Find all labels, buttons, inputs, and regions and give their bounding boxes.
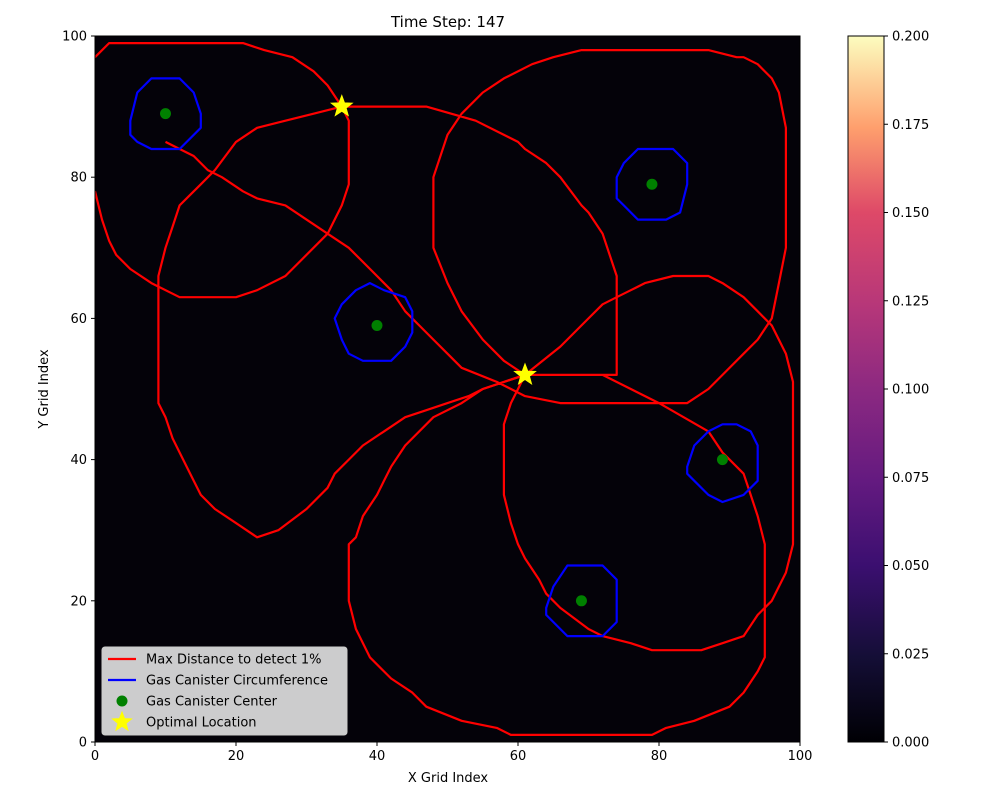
colorbar-tick-label: 0.125 [892, 294, 929, 309]
legend-entry-label: Gas Canister Circumference [146, 674, 328, 689]
y-tick-label: 100 [62, 30, 87, 45]
x-tick-label: 60 [510, 749, 527, 764]
detection-boundary-2 [165, 48, 788, 737]
canister-center-4 [716, 454, 728, 466]
x-tick-label: 20 [228, 749, 245, 764]
x-tick-label: 40 [369, 749, 386, 764]
colorbar-tick-label: 0.100 [892, 383, 929, 398]
optimal-locations [329, 94, 537, 385]
canister-circumference-5 [545, 564, 618, 638]
detection-boundary-1 [95, 41, 350, 299]
detection-boundaries [95, 41, 795, 737]
canister-circumference-2 [615, 147, 689, 221]
x-tick-label: 0 [91, 749, 99, 764]
colorbar-tick-label: 0.050 [892, 559, 929, 574]
y-tick-label: 0 [79, 736, 87, 751]
plot-area-heatmap [95, 36, 800, 742]
colorbar-axis: 0.000 0.025 0.050 0.075 0.100 0.125 0.150 0.175… [884, 30, 929, 751]
colorbar-tick-label: 0.025 [892, 647, 929, 662]
colorbar-tick-label: 0.150 [892, 206, 929, 221]
legend-entry-label: Gas Canister Center [146, 695, 278, 710]
y-axis-label: Y Grid Index [37, 349, 52, 430]
legend-box [101, 646, 348, 736]
gas-canisters [129, 77, 759, 638]
legend-entry-label: Optimal Location [146, 716, 257, 731]
legend-swatch-dot [116, 695, 128, 707]
optimal-location-star-1 [329, 94, 354, 117]
canister-circumference-4 [686, 423, 759, 504]
colorbar-tick-label: 0.175 [892, 118, 929, 133]
y-tick-label: 60 [70, 312, 87, 327]
canister-center-5 [575, 595, 587, 607]
chart-title: Time Step: 147 [390, 13, 505, 31]
canister-center-1 [160, 108, 171, 120]
detection-boundary-4 [157, 105, 526, 539]
optimal-location-star-2 [513, 362, 537, 385]
legend: Max Distance to detect 1% Gas Canister Ci… [101, 646, 348, 736]
x-tick-label: 80 [651, 749, 668, 764]
x-axis: 0 20 40 60 80 100 [91, 742, 813, 764]
canister-center-2 [646, 178, 658, 190]
canister-center-3 [371, 319, 383, 331]
x-axis-label: X Grid Index [408, 771, 489, 786]
plot-frame [94, 35, 801, 743]
y-axis: 0 20 40 60 80 100 [62, 30, 95, 751]
detection-boundary-3 [502, 274, 795, 652]
colorbar-tick-label: 0.075 [892, 471, 929, 486]
canister-circumference-1 [129, 77, 202, 151]
legend-entry-label: Max Distance to detect 1% [146, 653, 322, 668]
y-tick-label: 20 [70, 594, 87, 609]
colorbar [847, 35, 885, 743]
x-tick-label: 100 [788, 749, 813, 764]
canister-circumference-3 [333, 282, 414, 362]
y-tick-label: 40 [70, 453, 87, 468]
colorbar-tick-label: 0.200 [892, 30, 929, 45]
y-tick-label: 80 [70, 171, 87, 186]
legend-swatch-star [111, 710, 133, 732]
colorbar-tick-label: 0.000 [892, 736, 929, 751]
